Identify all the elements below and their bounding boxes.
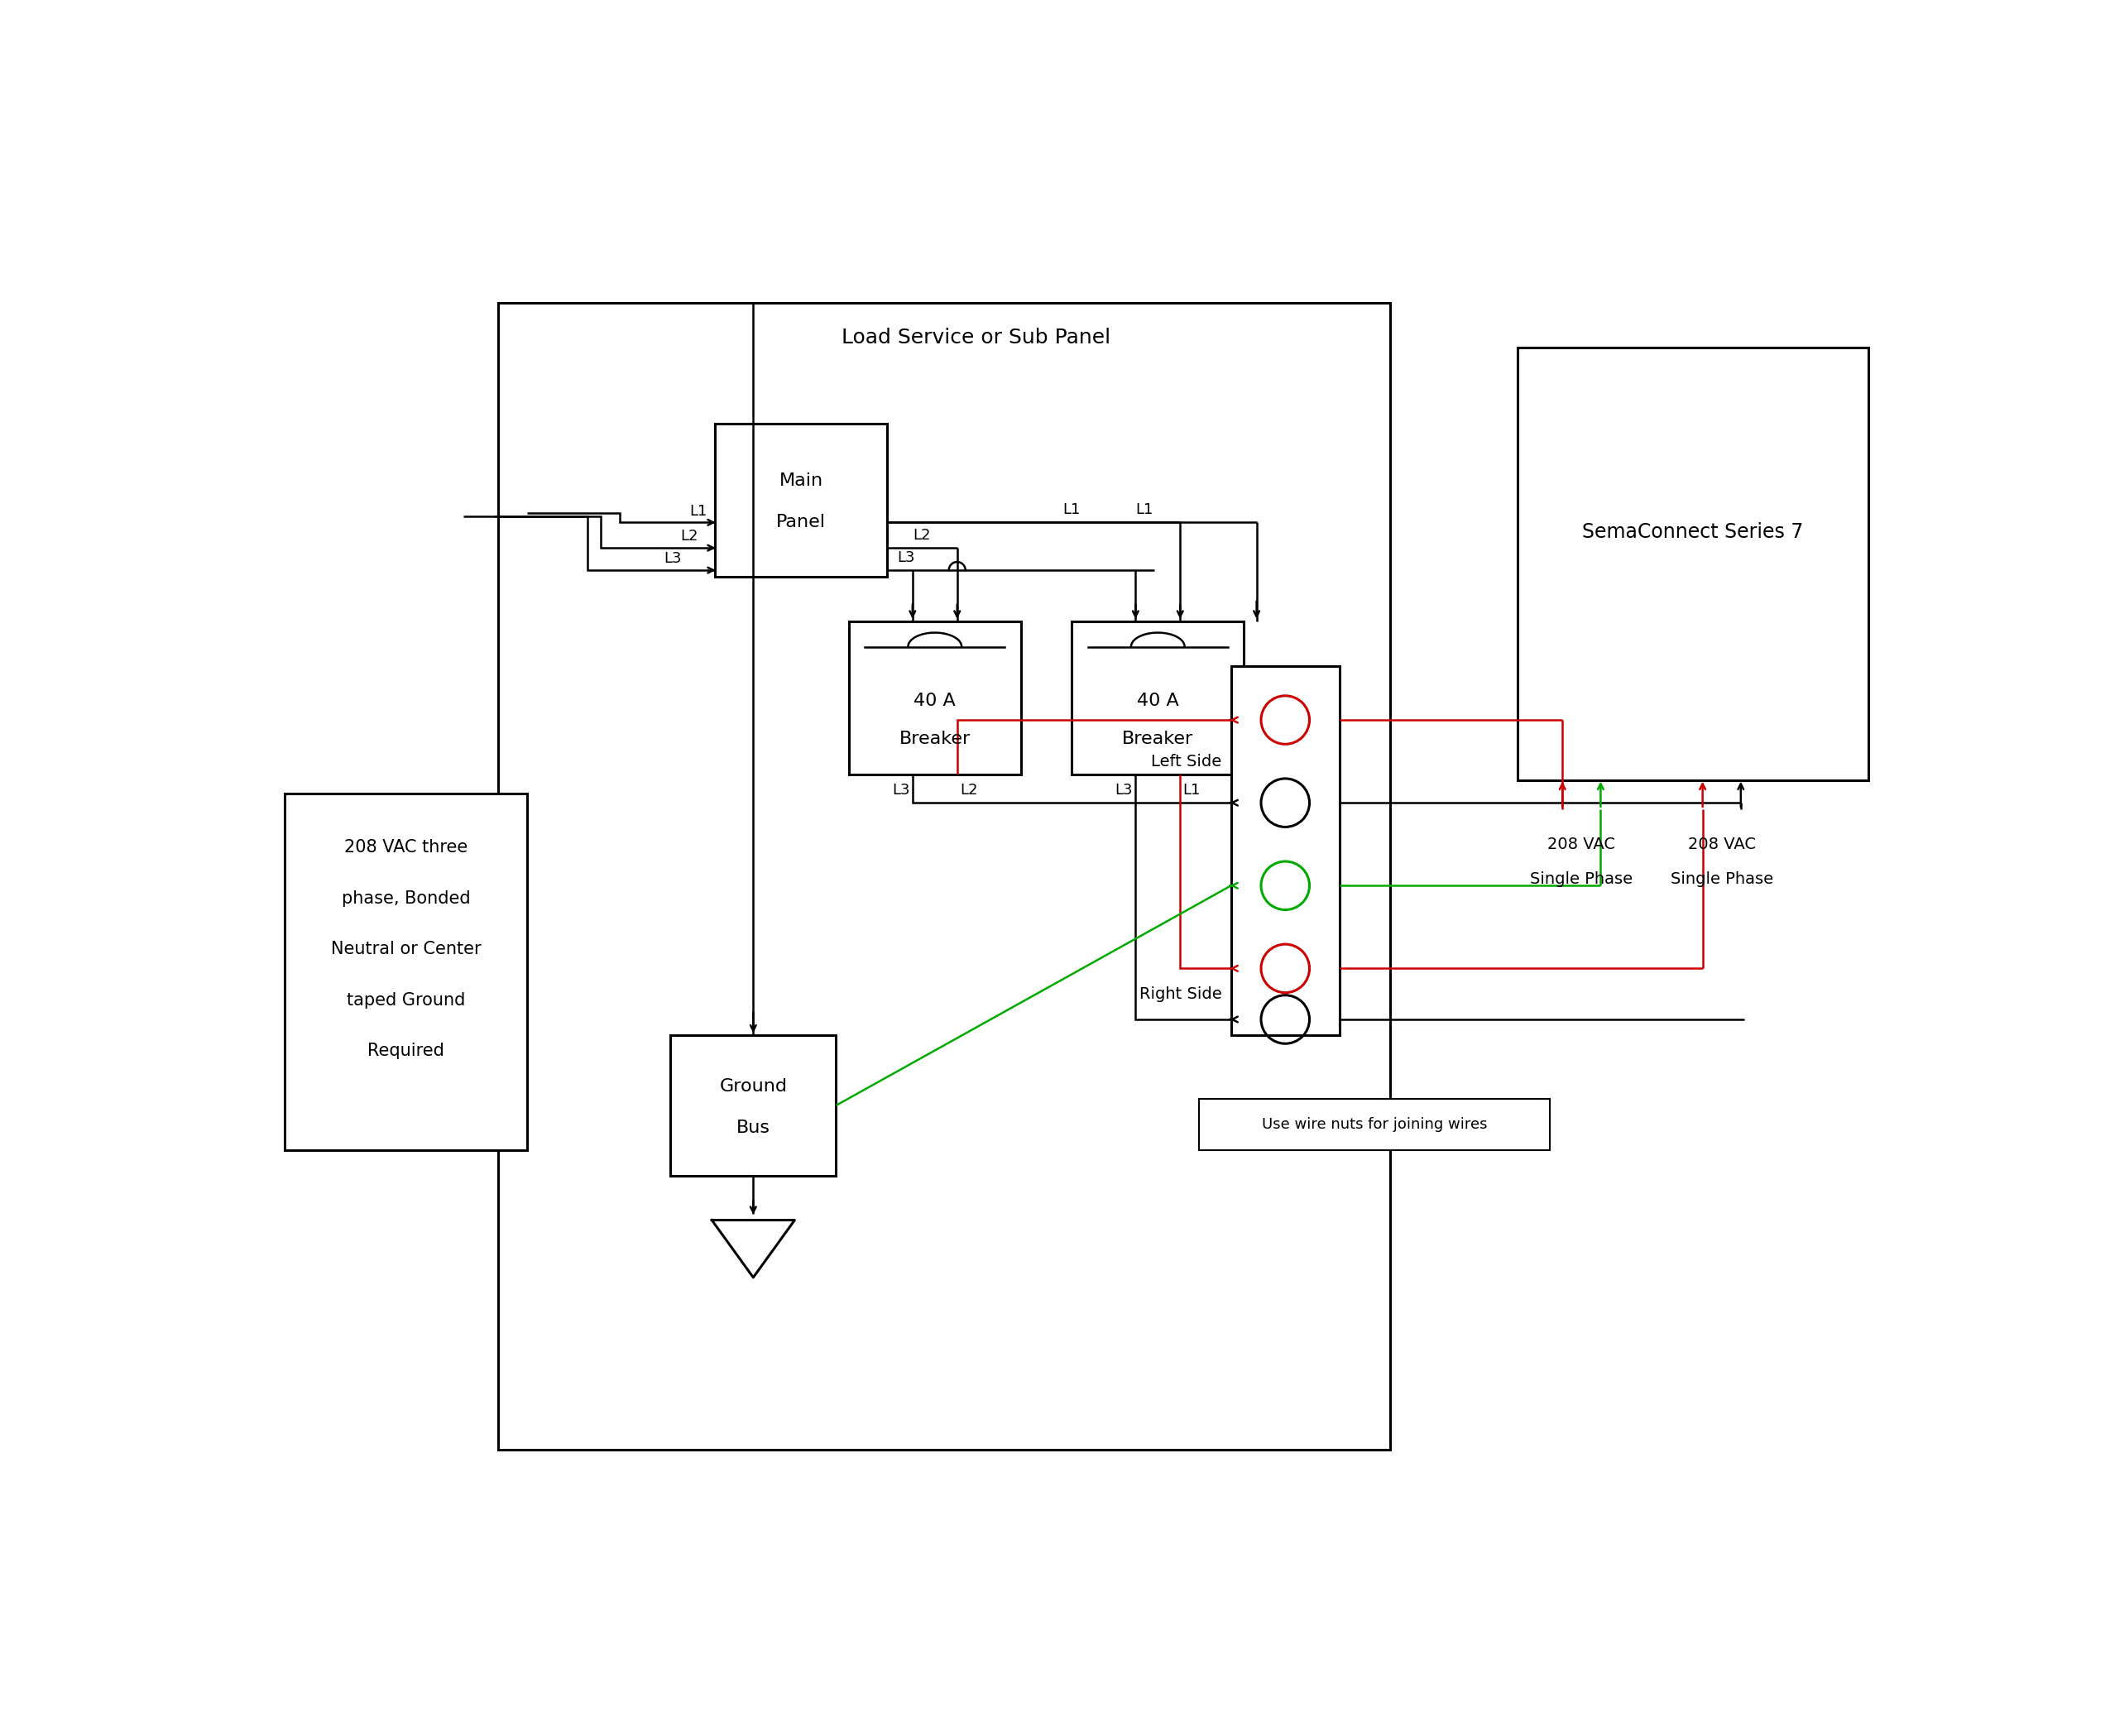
Text: taped Ground: taped Ground bbox=[346, 991, 466, 1009]
Text: Single Phase: Single Phase bbox=[1530, 871, 1633, 887]
Text: 208 VAC: 208 VAC bbox=[1688, 837, 1756, 852]
Text: 208 VAC: 208 VAC bbox=[1547, 837, 1616, 852]
Text: Required: Required bbox=[367, 1043, 445, 1059]
Text: L3: L3 bbox=[893, 783, 909, 797]
Bar bbox=[1072, 621, 1243, 774]
Bar bbox=[848, 621, 1021, 774]
Text: L2: L2 bbox=[679, 529, 698, 543]
Text: L3: L3 bbox=[665, 552, 682, 566]
Text: 40 A: 40 A bbox=[914, 693, 956, 708]
Bar bbox=[498, 302, 1390, 1450]
Text: Single Phase: Single Phase bbox=[1671, 871, 1772, 887]
Text: L2: L2 bbox=[914, 528, 931, 543]
Text: Panel: Panel bbox=[776, 514, 825, 531]
Text: L1: L1 bbox=[1184, 783, 1201, 797]
Text: SemaConnect Series 7: SemaConnect Series 7 bbox=[1582, 523, 1804, 542]
Text: L3: L3 bbox=[1116, 783, 1133, 797]
Text: Right Side: Right Side bbox=[1139, 986, 1222, 1002]
Text: Load Service or Sub Panel: Load Service or Sub Panel bbox=[842, 328, 1110, 347]
Text: L3: L3 bbox=[897, 550, 916, 564]
Text: Neutral or Center: Neutral or Center bbox=[331, 941, 481, 958]
Text: Main: Main bbox=[779, 472, 823, 490]
Text: L1: L1 bbox=[1063, 502, 1080, 517]
Text: L1: L1 bbox=[1135, 502, 1152, 517]
Text: L2: L2 bbox=[960, 783, 977, 797]
Text: Bus: Bus bbox=[736, 1120, 770, 1135]
Text: L1: L1 bbox=[690, 503, 707, 519]
Text: Ground: Ground bbox=[720, 1078, 787, 1095]
Text: phase, Bonded: phase, Bonded bbox=[342, 891, 471, 906]
Bar bbox=[1198, 1099, 1549, 1149]
Text: 40 A: 40 A bbox=[1137, 693, 1179, 708]
Text: Breaker: Breaker bbox=[899, 731, 971, 746]
Bar bbox=[285, 793, 528, 1149]
Text: Left Side: Left Side bbox=[1150, 753, 1222, 769]
Bar bbox=[715, 424, 886, 576]
Text: Use wire nuts for joining wires: Use wire nuts for joining wires bbox=[1262, 1116, 1488, 1132]
Text: Breaker: Breaker bbox=[1123, 731, 1194, 746]
Bar bbox=[1517, 347, 1867, 781]
Bar bbox=[1230, 667, 1340, 1035]
Text: 208 VAC three: 208 VAC three bbox=[344, 838, 468, 856]
Bar bbox=[671, 1035, 836, 1175]
